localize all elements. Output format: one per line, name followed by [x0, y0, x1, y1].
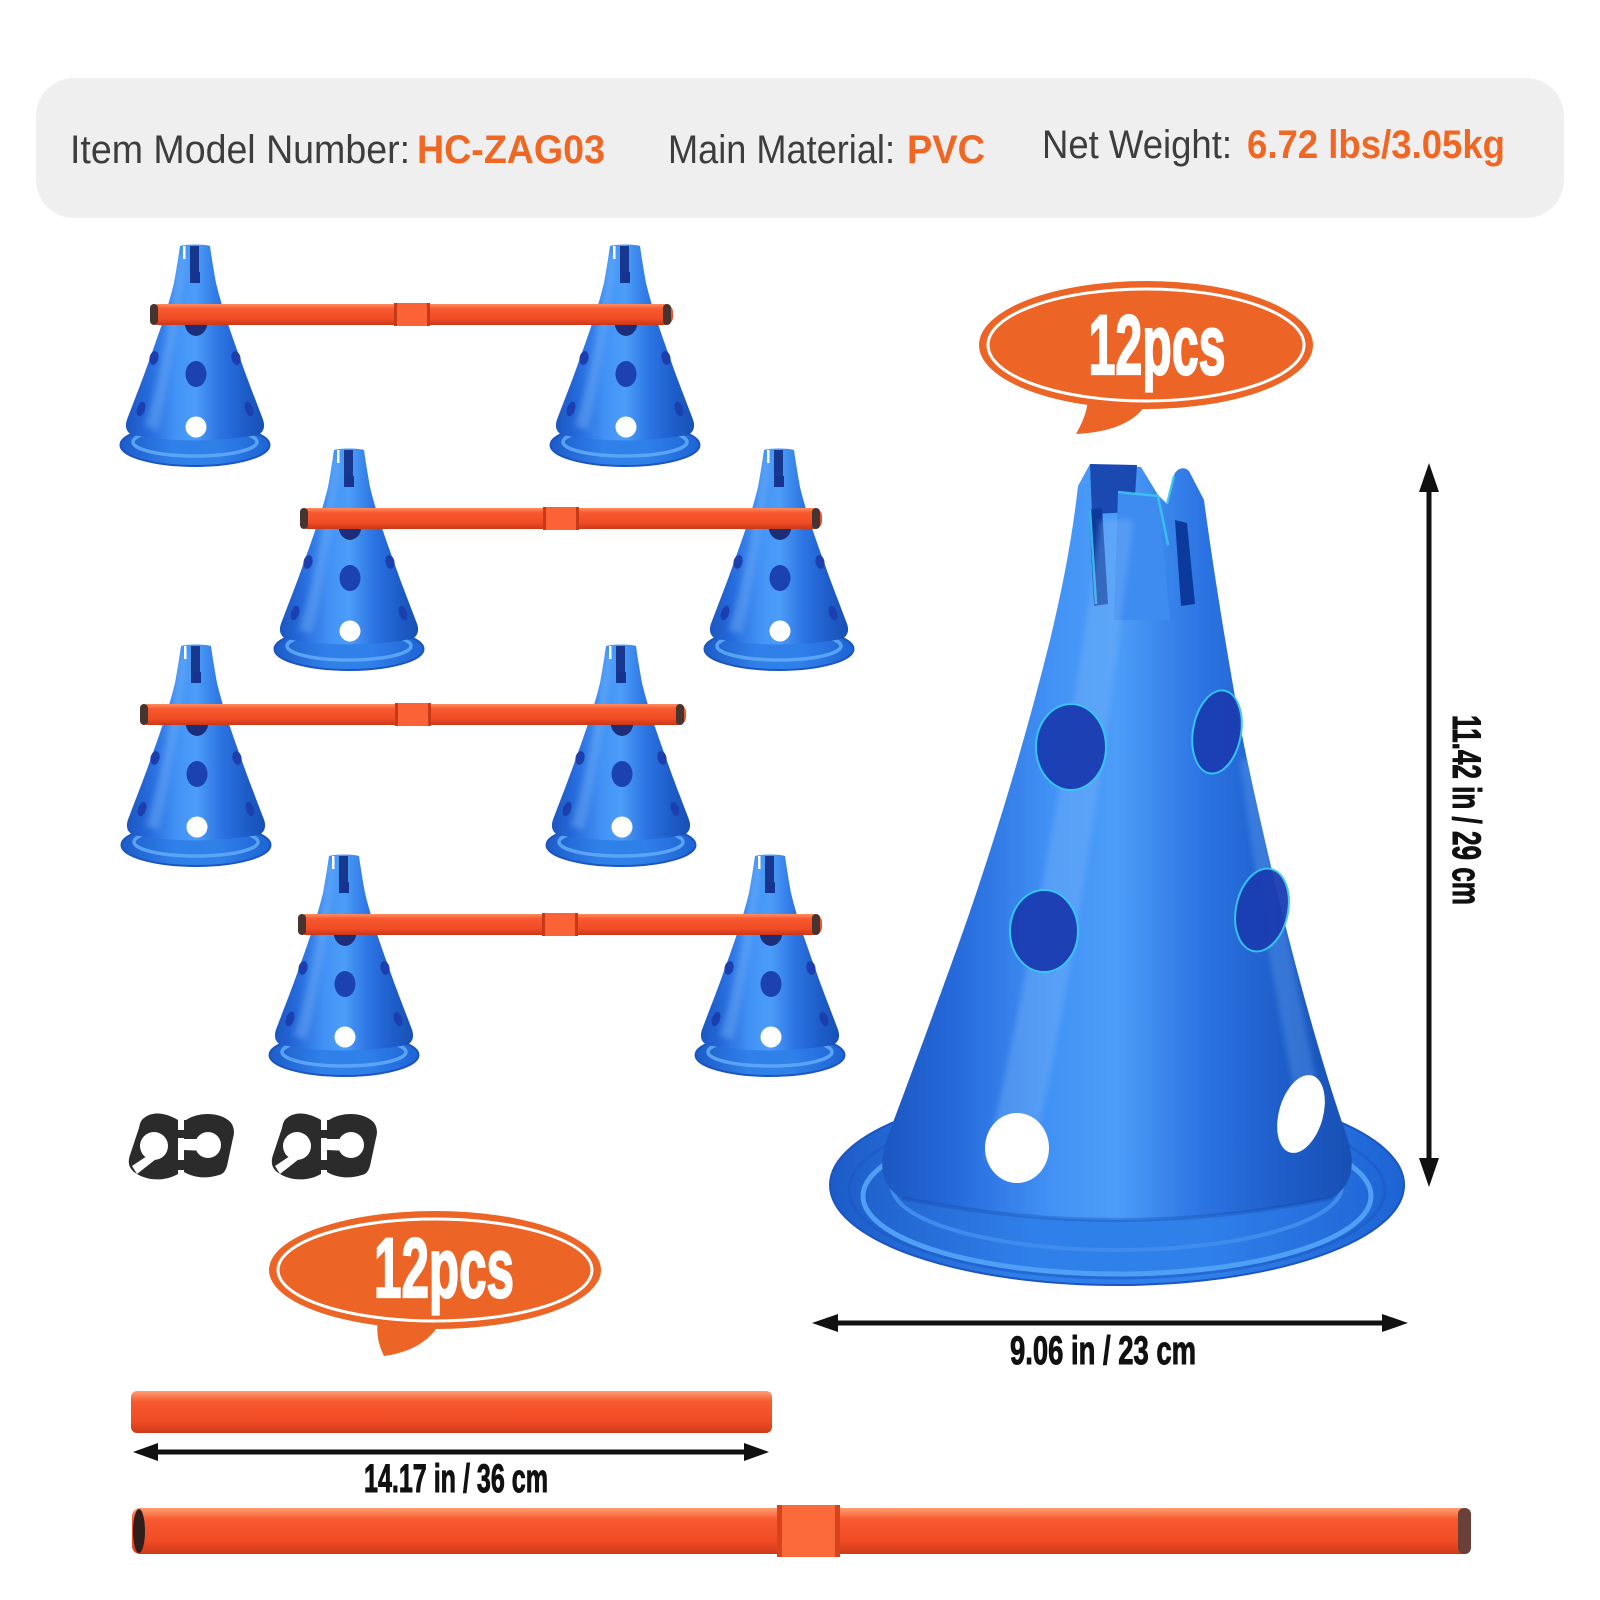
svg-text:Item Model Number:: Item Model Number: — [70, 128, 410, 172]
svg-text:14.17 in / 36 cm: 14.17 in / 36 cm — [364, 1457, 548, 1501]
svg-text:HC-ZAG03: HC-ZAG03 — [417, 128, 605, 172]
svg-text:Main Material:: Main Material: — [668, 128, 895, 172]
svg-text:Net Weight:: Net Weight: — [1042, 123, 1232, 167]
svg-text:6.72 lbs/3.05kg: 6.72 lbs/3.05kg — [1247, 123, 1505, 167]
svg-text:11.42 in / 29 cm: 11.42 in / 29 cm — [1444, 715, 1488, 905]
svg-text:12pcs: 12pcs — [1089, 298, 1226, 392]
svg-text:12pcs: 12pcs — [374, 1221, 514, 1315]
svg-text:PVC: PVC — [907, 128, 985, 172]
svg-text:9.06 in / 23 cm: 9.06 in / 23 cm — [1010, 1329, 1196, 1373]
